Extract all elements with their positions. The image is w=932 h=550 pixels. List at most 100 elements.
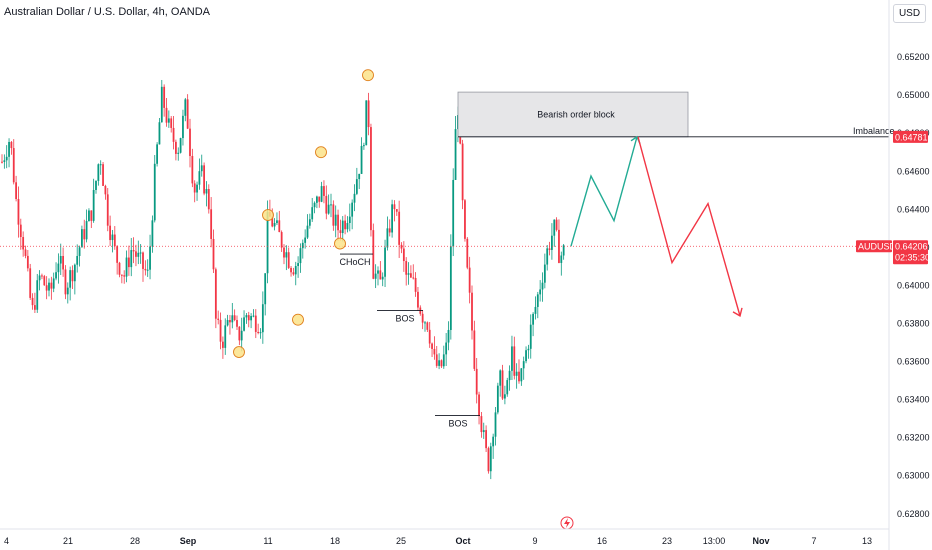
candle-body — [353, 193, 356, 203]
candle-body — [381, 276, 384, 280]
candle-body — [238, 326, 241, 341]
candle-body — [518, 371, 520, 382]
candle-body — [240, 330, 243, 341]
candle-body — [285, 252, 288, 258]
candle-body — [10, 141, 13, 149]
candle-body — [551, 235, 553, 250]
candle-body — [212, 238, 215, 270]
candle-body — [316, 196, 318, 203]
candle-body — [41, 275, 43, 277]
candle-body — [386, 228, 389, 248]
price-tick-label: 0.65200 — [897, 52, 930, 62]
candle-body — [560, 255, 563, 263]
candle-body — [365, 100, 368, 146]
candle-body — [393, 204, 396, 210]
candle-body — [34, 305, 36, 310]
candle-body — [562, 245, 565, 256]
candle-body — [116, 246, 119, 263]
candle-body — [327, 204, 330, 214]
time-tick-label: 13:00 — [703, 536, 726, 546]
candle-body — [539, 289, 542, 295]
candle-body — [341, 220, 344, 234]
candle-body — [97, 164, 100, 181]
candle-body — [304, 237, 307, 243]
candle-body — [426, 322, 429, 330]
candle-body — [95, 180, 97, 190]
candle-body — [19, 224, 22, 238]
time-axis: 4 21 28 Sep 11 18 25 Oct 9 16 23 13:00 Nov 7 13 — [0, 528, 889, 546]
candle-body — [64, 269, 67, 295]
event-lightning-glyph — [564, 518, 570, 528]
candle-body — [48, 282, 50, 291]
candle-body — [144, 268, 147, 271]
candle-body — [428, 329, 431, 344]
candle-body — [247, 315, 250, 321]
swing-point-circle — [334, 237, 346, 250]
candle-body — [311, 207, 314, 220]
imbalance-price-tag — [893, 130, 928, 143]
candle-body — [308, 219, 311, 226]
candle-body — [167, 118, 170, 123]
candle-body — [377, 270, 379, 274]
candle-body — [473, 330, 476, 369]
candle-body — [200, 165, 203, 172]
candle-body — [480, 416, 483, 433]
candle-body — [513, 346, 516, 376]
bos-label-1: BOS — [395, 314, 414, 324]
candle-body — [177, 152, 180, 154]
symbol-tag — [856, 240, 892, 253]
candle-body — [360, 145, 363, 174]
candle-body — [233, 315, 236, 321]
candle-body — [475, 368, 478, 395]
candle-body — [196, 184, 198, 193]
candle-body — [224, 325, 227, 348]
candle-body — [24, 249, 27, 256]
candle-body — [135, 251, 137, 257]
candle-body — [1, 161, 3, 163]
candle-body — [149, 246, 151, 270]
candle-body — [464, 200, 466, 239]
price-tick-label: 0.63400 — [897, 395, 930, 405]
candle-body — [527, 348, 530, 351]
time-tick-label: 18 — [330, 536, 340, 546]
candle-body — [137, 252, 140, 257]
currency-button[interactable]: USD — [893, 4, 926, 23]
candle-body — [346, 223, 349, 230]
candle-body — [257, 331, 260, 333]
candle-body — [541, 282, 544, 290]
candle-body — [395, 209, 398, 212]
candles — [1, 79, 565, 480]
price-tick-label: 0.64400 — [897, 204, 930, 214]
candle-body — [553, 219, 556, 236]
candle-body — [261, 304, 264, 333]
candle-body — [59, 256, 62, 264]
candle-body — [435, 354, 438, 366]
candle-body — [421, 313, 424, 323]
candle-body — [334, 214, 337, 226]
projection-down-arrowhead — [732, 307, 743, 317]
candle-body — [186, 99, 189, 129]
order-block-box — [457, 91, 689, 138]
projection-up-path — [570, 136, 638, 247]
price-axis: 0.652000.650000.648000.646000.644000.642… — [888, 0, 930, 550]
candle-body — [55, 272, 57, 279]
candle-body — [449, 246, 452, 330]
candle-body — [66, 287, 69, 295]
candle-body — [332, 204, 335, 226]
candle-body — [515, 371, 518, 376]
candle-body — [17, 199, 20, 225]
candle-body — [367, 100, 370, 128]
candle-body — [424, 322, 426, 324]
candle-body — [214, 269, 217, 319]
candle-body — [301, 242, 304, 249]
candle-body — [478, 394, 480, 417]
candle-body — [351, 202, 354, 217]
candle-body — [15, 182, 17, 200]
candle-body — [102, 164, 104, 186]
candle-body — [191, 155, 194, 184]
candle-body — [243, 317, 245, 331]
order-block-label: Bearish order block — [537, 109, 615, 119]
candle-body — [280, 232, 283, 248]
